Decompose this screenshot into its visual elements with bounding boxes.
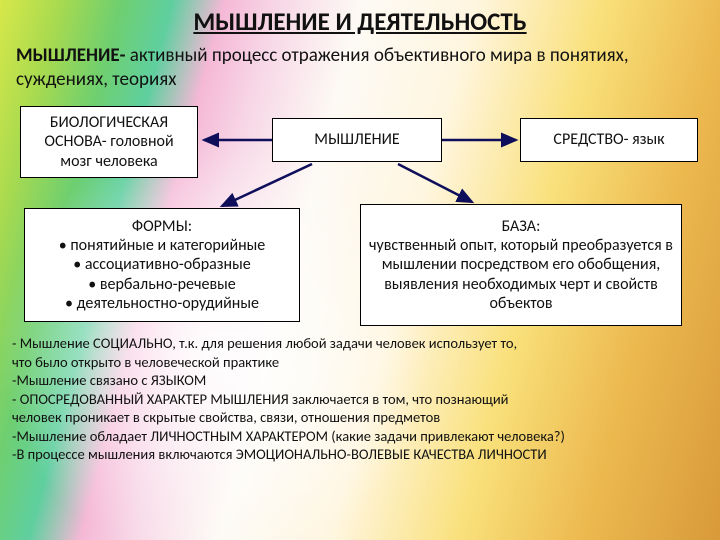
definition-text: МЫШЛЕНИЕ- активный процесс отражения объ… bbox=[16, 44, 704, 92]
box-forms-item: • вербально-речевые bbox=[31, 275, 293, 294]
box-forms-item: • ассоциативно-образные bbox=[31, 255, 293, 274]
box-base-body: чувственный опыт, который преобразуется … bbox=[367, 236, 675, 313]
box-forms-item: • понятийные и категорийные bbox=[31, 236, 293, 255]
notes-line: -В процессе мышления включаются ЭМОЦИОНА… bbox=[12, 445, 708, 464]
box-base-header: БАЗА: bbox=[367, 217, 675, 236]
box-forms: ФОРМЫ: • понятийные и категорийные • асс… bbox=[24, 208, 300, 322]
box-forms-header: ФОРМЫ: bbox=[31, 217, 293, 236]
notes-line: - ОПОСРЕДОВАННЫЙ ХАРАКТЕР МЫШЛЕНИЯ заклю… bbox=[12, 390, 708, 409]
notes-line: человек проникает в скрытые свойства, св… bbox=[12, 408, 708, 427]
box-biological-basis-text: БИОЛОГИЧЕСКАЯ ОСНОВА- головной мозг чело… bbox=[27, 113, 191, 171]
notes-block: - Мышление СОЦИАЛЬНО, т.к. для решения л… bbox=[12, 334, 708, 464]
notes-line: - Мышление СОЦИАЛЬНО, т.к. для решения л… bbox=[12, 334, 708, 353]
notes-line: -Мышление обладает ЛИЧНОСТНЫМ ХАРАКТЕРОМ… bbox=[12, 427, 708, 446]
notes-line: -Мышление связано с ЯЗЫКОМ bbox=[12, 371, 708, 390]
notes-line: что было открыто в человеческой практике bbox=[12, 353, 708, 372]
box-forms-item: • деятельностно-орудийные bbox=[31, 294, 293, 313]
box-means-language: СРЕДСТВО- язык bbox=[520, 118, 698, 162]
box-thinking-text: МЫШЛЕНИЕ bbox=[279, 130, 435, 149]
slide-background: МЫШЛЕНИЕ И ДЕЯТЕЛЬНОСТЬ МЫШЛЕНИЕ- активн… bbox=[0, 0, 720, 540]
box-base: БАЗА: чувственный опыт, который преобраз… bbox=[360, 204, 682, 326]
slide-title: МЫШЛЕНИЕ И ДЕЯТЕЛЬНОСТЬ bbox=[0, 6, 720, 37]
box-means-language-text: СРЕДСТВО- язык bbox=[527, 130, 691, 149]
box-biological-basis: БИОЛОГИЧЕСКАЯ ОСНОВА- головной мозг чело… bbox=[20, 106, 198, 178]
box-thinking: МЫШЛЕНИЕ bbox=[272, 118, 442, 162]
arrow bbox=[222, 164, 312, 206]
arrow bbox=[398, 164, 472, 202]
definition-lead: МЫШЛЕНИЕ- bbox=[16, 44, 126, 67]
